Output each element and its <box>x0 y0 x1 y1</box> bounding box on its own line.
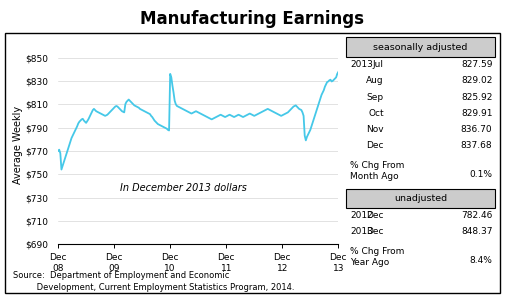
Text: Nov: Nov <box>366 125 384 134</box>
Text: 836.70: 836.70 <box>461 125 492 134</box>
Text: 829.02: 829.02 <box>461 76 492 85</box>
Text: 2013: 2013 <box>350 227 373 236</box>
Text: 848.37: 848.37 <box>461 227 492 236</box>
Text: Jul: Jul <box>373 60 384 69</box>
Text: 2013: 2013 <box>350 60 373 69</box>
Text: 782.46: 782.46 <box>461 211 492 220</box>
Text: % Chg From
Month Ago: % Chg From Month Ago <box>350 161 405 181</box>
Text: Oct: Oct <box>368 109 384 118</box>
Text: Source:  Department of Employment and Economic
         Development, Current Emp: Source: Department of Employment and Eco… <box>13 271 294 292</box>
Text: Aug: Aug <box>366 76 384 85</box>
Text: 2012: 2012 <box>350 211 373 220</box>
Text: 827.59: 827.59 <box>461 60 492 69</box>
Text: 837.68: 837.68 <box>461 141 492 150</box>
Text: Dec: Dec <box>366 211 384 220</box>
Text: Sep: Sep <box>367 93 384 102</box>
Text: Dec: Dec <box>366 227 384 236</box>
Text: Dec: Dec <box>366 141 384 150</box>
Text: 8.4%: 8.4% <box>470 256 492 265</box>
Text: seasonally adjusted: seasonally adjusted <box>373 43 468 52</box>
Text: 829.91: 829.91 <box>461 109 492 118</box>
Text: unadjusted: unadjusted <box>394 194 447 203</box>
Text: In December 2013 dollars: In December 2013 dollars <box>120 183 246 193</box>
Text: Manufacturing Earnings: Manufacturing Earnings <box>140 10 365 28</box>
Text: 825.92: 825.92 <box>461 93 492 102</box>
Text: % Chg From
Year Ago: % Chg From Year Ago <box>350 247 405 267</box>
Bar <box>5 33 500 293</box>
Y-axis label: Average Weekly: Average Weekly <box>13 106 23 184</box>
Text: 0.1%: 0.1% <box>469 170 492 179</box>
